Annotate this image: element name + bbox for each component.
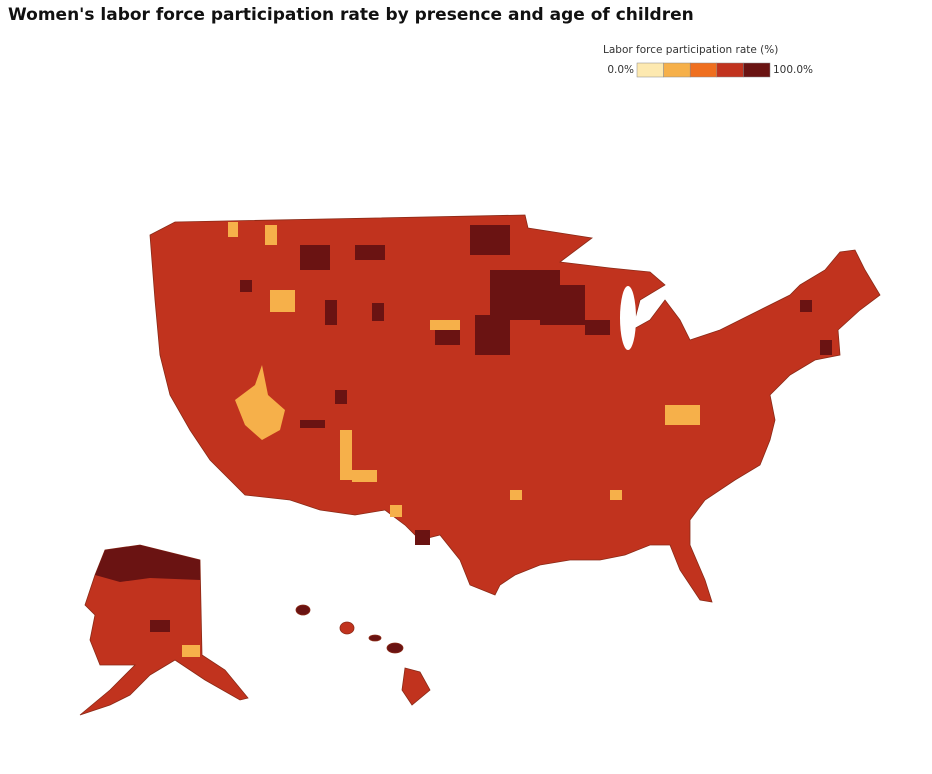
hawaii: [295, 604, 431, 706]
legend-swatch: [663, 62, 691, 78]
chart-title: Women's labor force participation rate b…: [8, 5, 694, 25]
low-areas: [228, 222, 700, 517]
legend-swatch: [636, 62, 664, 78]
lake-michigan: [620, 286, 636, 350]
contiguous-us: [149, 214, 881, 603]
legend-swatches: [636, 62, 771, 78]
alaska: [79, 544, 249, 716]
legend-max-label: 100.0%: [773, 64, 813, 76]
alaska-patch: [182, 645, 200, 657]
legend-min-label: 0.0%: [607, 64, 634, 76]
legend-title: Labor force participation rate (%): [603, 44, 778, 56]
alaska-north: [95, 545, 200, 582]
legend-swatch: [743, 62, 771, 78]
alaska-patch: [150, 620, 170, 632]
legend-swatch: [716, 62, 744, 78]
legend-swatch: [689, 62, 718, 78]
high-areas: [240, 225, 832, 545]
